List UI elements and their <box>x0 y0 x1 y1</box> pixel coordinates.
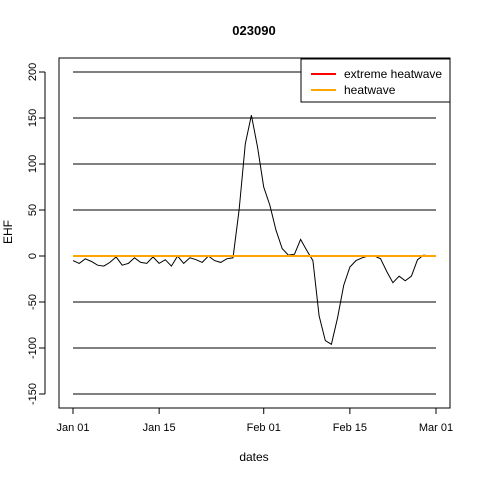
y-tick-label-0: -150 <box>27 383 39 405</box>
y-tick-label-6: 150 <box>27 109 39 127</box>
series-layer <box>72 115 430 346</box>
y-tick-label-3: 0 <box>27 253 39 259</box>
legend: extreme heatwave heatwave <box>300 58 451 103</box>
y-axis: -150 -100 -50 0 50 100 150 200 <box>27 63 46 405</box>
legend-label-1: heatwave <box>344 83 396 97</box>
x-tick-label-3: Feb 15 <box>333 422 367 434</box>
series-line-0 <box>72 115 430 346</box>
legend-box <box>300 58 451 103</box>
x-tick-label-2: Feb 01 <box>247 422 281 434</box>
x-tick-label-4: Mar 01 <box>419 422 453 434</box>
y-tick-label-7: 200 <box>27 63 39 81</box>
gridlines <box>73 71 436 395</box>
y-tick-label-2: -50 <box>27 294 39 310</box>
x-tick-label-1: Jan 15 <box>143 422 176 434</box>
legend-label-0: extreme heatwave <box>344 67 442 81</box>
y-tick-label-5: 100 <box>27 155 39 173</box>
x-tick-label-0: Jan 01 <box>56 422 89 434</box>
x-axis: Jan 01 Jan 15 Feb 01 Feb 15 Mar 01 <box>56 407 453 434</box>
y-axis-title: EHF <box>1 220 15 244</box>
y-tick-label-4: 50 <box>27 204 39 216</box>
plot-frame <box>58 57 451 409</box>
y-tick-label-1: -100 <box>27 337 39 359</box>
chart-title: 023090 <box>232 23 275 38</box>
x-axis-title: dates <box>239 450 268 464</box>
